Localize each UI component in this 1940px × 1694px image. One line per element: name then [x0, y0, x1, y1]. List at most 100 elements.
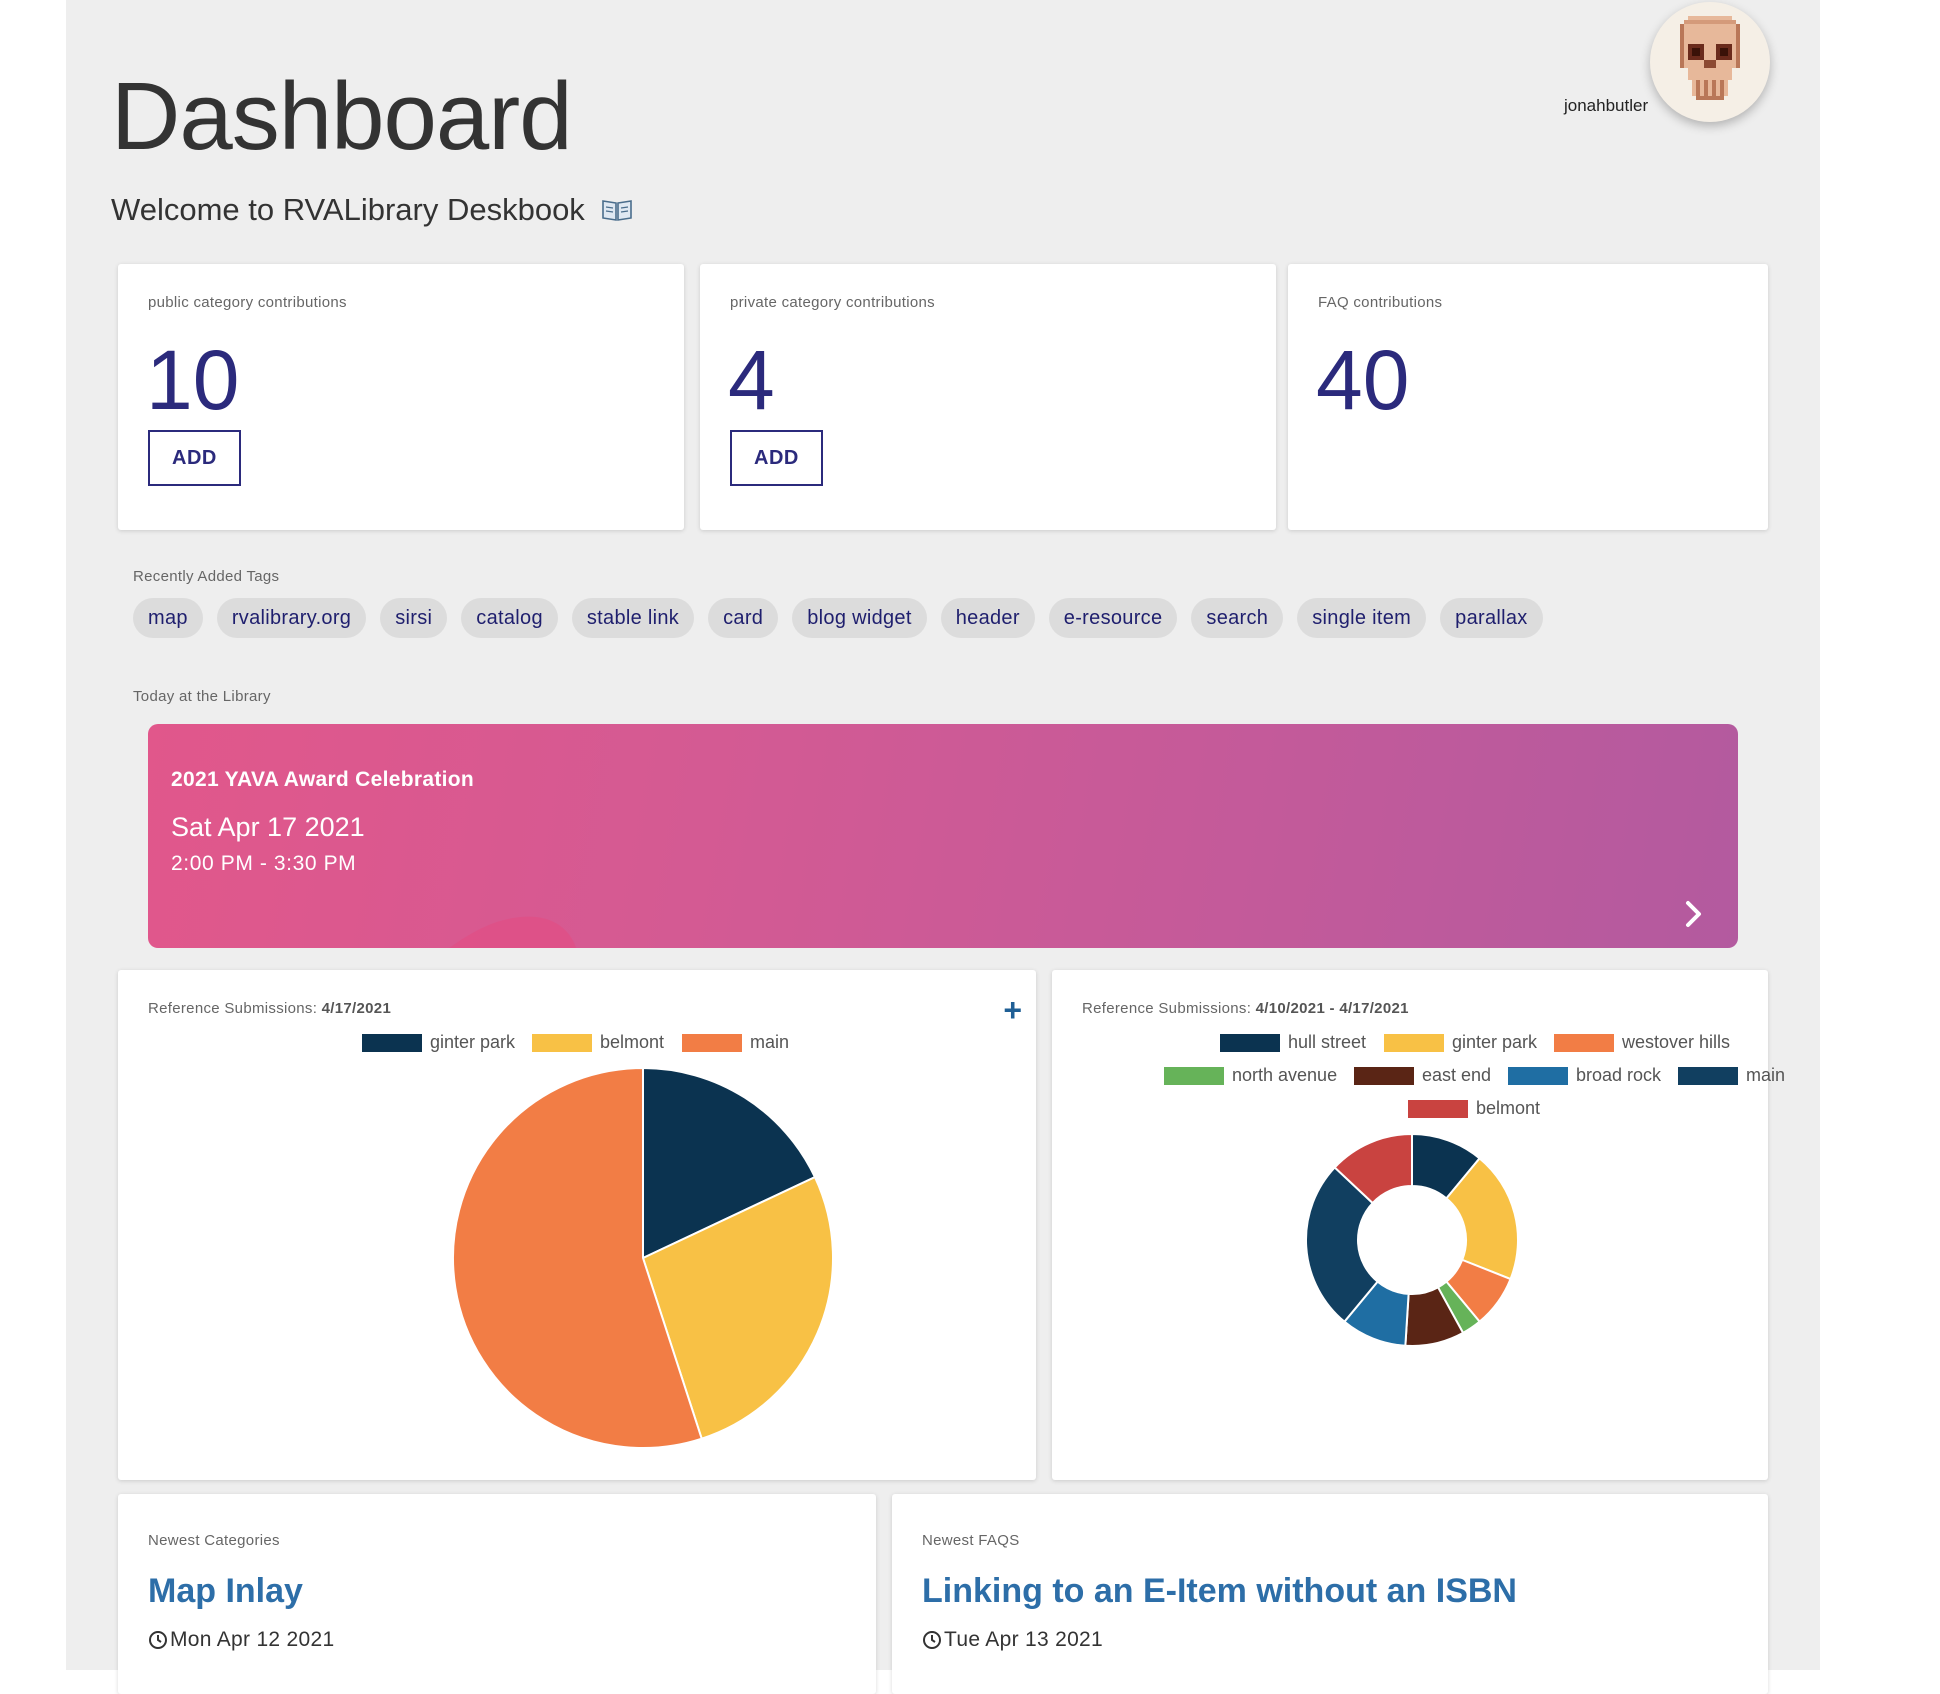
- legend-item[interactable]: east end: [1354, 1065, 1491, 1086]
- legend-label: east end: [1422, 1065, 1492, 1085]
- legend-item[interactable]: belmont: [1408, 1098, 1540, 1119]
- stat-label: private category contributions: [730, 294, 935, 311]
- newest-faqs-label: Newest FAQS: [922, 1532, 1020, 1549]
- legend-swatch: [1408, 1099, 1468, 1118]
- legend-item[interactable]: main: [682, 1032, 789, 1053]
- legend-label: broad rock: [1576, 1065, 1662, 1085]
- event-date: Sat Apr 17 2021: [171, 812, 365, 842]
- legend-swatch: [682, 1033, 742, 1052]
- plus-icon[interactable]: +: [1003, 992, 1022, 1028]
- pie-slice-ginter-park[interactable]: [642, 1066, 817, 1260]
- chart-title-date: 4/10/2021 - 4/17/2021: [1255, 1000, 1409, 1017]
- reference-submissions-day-card: Reference Submissions: 4/17/2021 + ginte…: [118, 970, 1036, 1480]
- date-text: Mon Apr 12 2021: [170, 1628, 335, 1651]
- username-label[interactable]: jonahbutler: [1564, 96, 1649, 115]
- legend-item[interactable]: north avenue: [1164, 1065, 1337, 1086]
- legend-item[interactable]: ginter park: [362, 1032, 515, 1053]
- legend-label: main: [750, 1032, 790, 1052]
- legend-label: belmont: [1476, 1098, 1541, 1118]
- legend-label: main: [1746, 1065, 1786, 1085]
- legend-label: hull street: [1288, 1032, 1367, 1052]
- doughnut-chart: [1305, 1132, 1519, 1347]
- newest-faqs-card: Newest FAQS Linking to an E-Item without…: [892, 1494, 1768, 1694]
- legend-item[interactable]: westover hills: [1554, 1032, 1730, 1053]
- newest-categories-label: Newest Categories: [148, 1532, 280, 1549]
- chart-title-date: 4/17/2021: [321, 1000, 392, 1017]
- tag-chip[interactable]: search: [1191, 598, 1284, 638]
- legend-swatch: [1678, 1066, 1738, 1085]
- add-public-category-button[interactable]: ADD: [148, 430, 241, 486]
- legend-label: ginter park: [430, 1032, 516, 1052]
- pie-slice-main[interactable]: [452, 1066, 703, 1449]
- private-contributions-card: private category contributions 4 ADD: [700, 264, 1276, 530]
- dashboard-page: Dashboard Welcome to RVALibrary Deskbook…: [66, 0, 1820, 1694]
- tag-chip[interactable]: rvalibrary.org: [216, 598, 367, 638]
- today-label: Today at the Library: [133, 688, 271, 705]
- legend-label: ginter park: [1452, 1032, 1538, 1052]
- pie-slice-belmont[interactable]: [1333, 1132, 1413, 1205]
- pie-chart: [452, 1066, 834, 1449]
- tag-chip[interactable]: parallax: [1440, 598, 1543, 638]
- tag-chip[interactable]: map: [133, 598, 203, 638]
- page-title: Dashboard: [111, 63, 573, 170]
- pixel-skull-avatar: [1680, 16, 1740, 100]
- newest-category-date: Mon Apr 12 2021: [148, 1628, 334, 1652]
- tag-chip[interactable]: e-resource: [1048, 598, 1178, 638]
- tag-chip[interactable]: single item: [1297, 598, 1427, 638]
- date-text: Tue Apr 13 2021: [944, 1628, 1104, 1651]
- newest-faq-date: Tue Apr 13 2021: [922, 1628, 1103, 1652]
- tag-chip[interactable]: blog widget: [792, 598, 927, 638]
- event-name: 2021 YAVA Award Celebration: [171, 768, 475, 791]
- legend-item[interactable]: broad rock: [1508, 1065, 1661, 1086]
- legend-swatch: [1384, 1033, 1444, 1052]
- clock-icon: [149, 1631, 167, 1649]
- legend-swatch: [1508, 1066, 1568, 1085]
- legend-label: belmont: [600, 1032, 665, 1052]
- chart-title: Reference Submissions: 4/17/2021: [148, 1000, 391, 1017]
- newest-category-link[interactable]: Map Inlay: [148, 1572, 303, 1610]
- tag-chip[interactable]: stable link: [571, 598, 695, 638]
- clock-icon: [923, 1631, 941, 1649]
- welcome-subtitle: Welcome to RVALibrary Deskbook: [111, 192, 633, 230]
- stat-value: 10: [146, 333, 240, 427]
- stat-value: 4: [728, 333, 775, 427]
- legend-item[interactable]: belmont: [532, 1032, 664, 1053]
- legend-item[interactable]: hull street: [1220, 1032, 1366, 1053]
- reference-submissions-week-card: Reference Submissions: 4/10/2021 - 4/17/…: [1052, 970, 1785, 1480]
- tag-chip[interactable]: header: [940, 598, 1035, 638]
- legend-label: westover hills: [1622, 1032, 1731, 1052]
- user-avatar[interactable]: [1650, 2, 1770, 122]
- tag-chip[interactable]: sirsi: [380, 598, 448, 638]
- welcome-text: Welcome to RVALibrary Deskbook: [111, 192, 585, 227]
- legend-swatch: [1164, 1066, 1224, 1085]
- legend-swatch: [362, 1033, 422, 1052]
- tag-chip[interactable]: catalog: [461, 598, 558, 638]
- legend-swatch: [532, 1033, 592, 1052]
- legend-swatch: [1554, 1033, 1614, 1052]
- stat-value: 40: [1316, 333, 1410, 427]
- stat-label: FAQ contributions: [1318, 294, 1443, 311]
- tag-chip[interactable]: card: [708, 598, 779, 638]
- event-card[interactable]: 2021 YAVA Award Celebration Sat Apr 17 2…: [148, 724, 1738, 948]
- chart-title-prefix: Reference Submissions:: [148, 1000, 318, 1017]
- legend-item[interactable]: ginter park: [1384, 1032, 1537, 1053]
- chevron-right-icon[interactable]: [1684, 900, 1704, 933]
- chart-title: Reference Submissions: 4/10/2021 - 4/17/…: [1082, 1000, 1409, 1017]
- event-time: 2:00 PM - 3:30 PM: [171, 852, 357, 875]
- recent-tags-label: Recently Added Tags: [133, 568, 280, 585]
- legend-item[interactable]: main: [1678, 1065, 1785, 1086]
- legend-label: north avenue: [1232, 1065, 1338, 1085]
- newest-faq-link[interactable]: Linking to an E-Item without an ISBN: [922, 1572, 1517, 1610]
- faq-contributions-card: FAQ contributions 40: [1288, 264, 1768, 530]
- public-contributions-card: public category contributions 10 ADD: [118, 264, 684, 530]
- legend-swatch: [1354, 1066, 1414, 1085]
- tag-list: map rvalibrary.org sirsi catalog stable link…: [133, 598, 1543, 638]
- pie-slice-belmont[interactable]: [641, 1175, 834, 1440]
- add-private-category-button[interactable]: ADD: [730, 430, 823, 486]
- decorative-blob: [449, 916, 577, 948]
- legend-swatch: [1220, 1033, 1280, 1052]
- open-book-icon: [601, 194, 633, 230]
- pie-slice-main[interactable]: [1305, 1166, 1379, 1324]
- stat-label: public category contributions: [148, 294, 347, 311]
- chart-title-prefix: Reference Submissions:: [1082, 1000, 1252, 1017]
